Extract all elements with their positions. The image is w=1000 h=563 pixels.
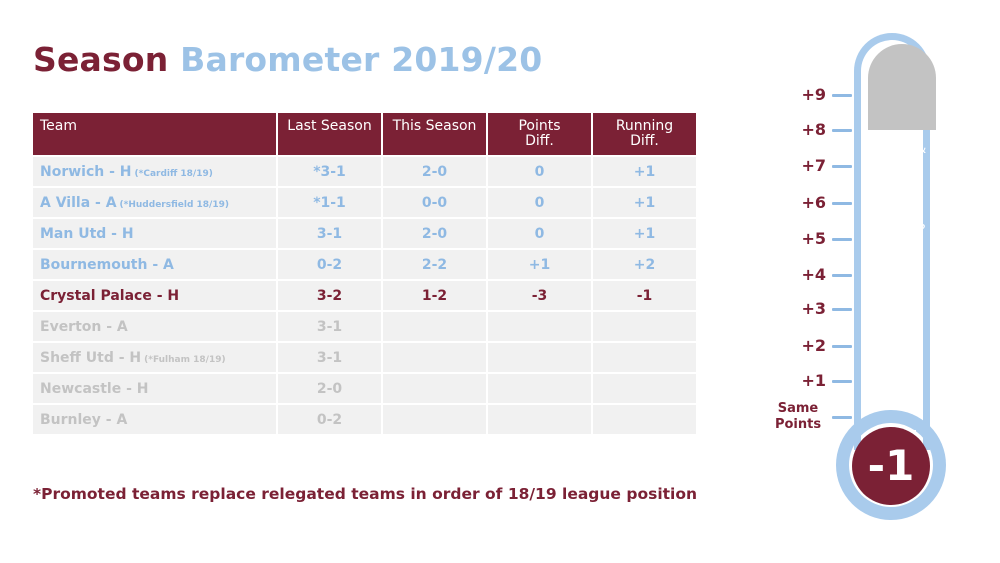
this-season-cell: 2-0 [383,157,486,188]
thermometer-top-zone: Top 7 & Above? [868,44,936,238]
this-season-cell: 2-0 [383,219,486,250]
points-diff-cell [488,312,591,343]
thermometer-neck [854,430,930,450]
last-season-cell: 0-2 [278,405,381,436]
scale-label-plus8: +8 [801,120,826,139]
scale-tick [832,308,852,311]
table-row: Man Utd - H 3-1 2-0 0 +1 [33,219,696,250]
table-row: Newcastle - H 2-0 [33,374,696,405]
team-cell: Newcastle - H [33,374,276,405]
team-cell: Norwich - H (*Cardiff 18/19) [33,157,276,188]
scale-tick [832,345,852,348]
same-points-line1: Same [777,401,819,416]
running-diff-cell: +1 [593,188,696,219]
scale-tick [832,94,852,97]
table-header-row: Team Last Season This Season Points Diff… [33,113,696,157]
scale-tick [832,274,852,277]
this-season-cell [383,405,486,436]
last-season-cell: *1-1 [278,188,381,219]
table-row: Bournemouth - A 0-2 2-2 +1 +2 [33,250,696,281]
running-diff-cell [593,312,696,343]
title-barometer: Barometer 2019/20 [180,40,543,79]
top-zone-line2: Above? [878,223,926,238]
running-diff-cell [593,343,696,374]
footnote: *Promoted teams replace relegated teams … [33,485,698,503]
running-diff-cell: +2 [593,250,696,281]
scale-label-plus5: +5 [801,229,826,248]
last-season-cell: 3-1 [278,219,381,250]
points-diff-cell: 0 [488,188,591,219]
scale-label-plus7: +7 [801,156,826,175]
same-points-line2: Points [774,417,822,432]
team-cell: A Villa - A (*Huddersfield 18/19) [33,188,276,219]
this-season-cell: 0-0 [383,188,486,219]
header-last-season: Last Season [278,113,381,157]
scale-label-plus3: +3 [801,299,826,318]
team-note: (*Cardiff 18/19) [134,168,213,179]
last-season-cell: *3-1 [278,157,381,188]
points-diff-cell: 0 [488,219,591,250]
table-row: Burnley - A 0-2 [33,405,696,436]
table-row: Everton - A 3-1 [33,312,696,343]
points-diff-cell: +1 [488,250,591,281]
scale-tick [832,238,852,241]
running-diff-cell: -1 [593,281,696,312]
running-diff-cell [593,374,696,405]
page-title: Season Barometer 2019/20 [33,40,542,79]
points-diff-cell [488,405,591,436]
team-note: (*Fulham 18/19) [144,354,226,365]
scale-label-plus4: +4 [801,265,826,284]
title-season: Season [33,40,169,79]
team-cell: Man Utd - H [33,219,276,250]
last-season-cell: 3-1 [278,343,381,374]
team-cell: Sheff Utd - H (*Fulham 18/19) [33,343,276,374]
points-diff-cell: -3 [488,281,591,312]
points-diff-cell [488,374,591,405]
scale-tick [832,202,852,205]
header-running-diff: Running Diff. [593,113,696,157]
points-diff-cell: 0 [488,157,591,188]
last-season-cell: 2-0 [278,374,381,405]
results-table: Team Last Season This Season Points Diff… [31,113,698,436]
top-zone-line1: Top 7 & [877,142,927,157]
table-row: Norwich - H (*Cardiff 18/19) *3-1 2-0 0 +… [33,157,696,188]
last-season-cell: 0-2 [278,250,381,281]
team-note: (*Huddersfield 18/19) [119,199,229,210]
team-cell: Bournemouth - A [33,250,276,281]
current-value: -1 [852,427,930,505]
running-diff-cell [593,405,696,436]
this-season-cell [383,374,486,405]
scale-tick [832,380,852,383]
this-season-cell [383,343,486,374]
team-cell: Crystal Palace - H [33,281,276,312]
running-diff-cell: +1 [593,219,696,250]
this-season-cell: 2-2 [383,250,486,281]
scale-label-plus9: +9 [801,85,826,104]
table-row: A Villa - A (*Huddersfield 18/19) *1-1 0-… [33,188,696,219]
last-season-cell: 3-2 [278,281,381,312]
scale-label-plus6: +6 [801,193,826,212]
table-row: Sheff Utd - H (*Fulham 18/19) 3-1 [33,343,696,374]
points-diff-cell [488,343,591,374]
header-team: Team [33,113,276,157]
scale-label-plus2: +2 [801,336,826,355]
this-season-cell: 1-2 [383,281,486,312]
table-row: Crystal Palace - H 3-2 1-2 -3 -1 [33,281,696,312]
scale-label-plus1: +1 [801,371,826,390]
scale-label-same-points: Same Points [768,401,828,433]
team-cell: Everton - A [33,312,276,343]
this-season-cell [383,312,486,343]
scale-tick [832,129,852,132]
running-diff-cell: +1 [593,157,696,188]
scale-tick [832,165,852,168]
scale-tick [832,416,852,419]
team-cell: Burnley - A [33,405,276,436]
header-this-season: This Season [383,113,486,157]
header-points-diff: Points Diff. [488,113,591,157]
last-season-cell: 3-1 [278,312,381,343]
